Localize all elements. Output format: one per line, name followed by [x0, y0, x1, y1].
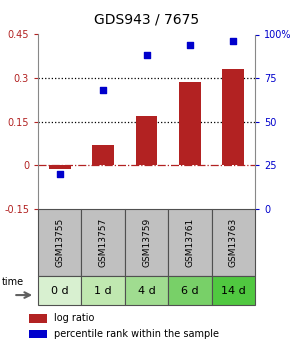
Text: percentile rank within the sample: percentile rank within the sample [54, 329, 219, 339]
Bar [212, 209, 255, 276]
Point [144, 53, 149, 58]
Bar [49, 165, 71, 169]
Bar [81, 276, 125, 305]
Bar [212, 276, 255, 305]
Bar [92, 145, 114, 165]
Point [188, 42, 192, 48]
Text: GSM13759: GSM13759 [142, 218, 151, 267]
Bar [125, 276, 168, 305]
Point [57, 171, 62, 177]
Text: GSM13761: GSM13761 [185, 218, 194, 267]
Bar [29, 330, 47, 338]
Text: 0 d: 0 d [51, 286, 69, 296]
Bar [81, 209, 125, 276]
Text: GSM13763: GSM13763 [229, 218, 238, 267]
Text: 1 d: 1 d [94, 286, 112, 296]
Text: log ratio: log ratio [54, 314, 95, 324]
Bar [179, 82, 201, 165]
Text: time: time [1, 277, 24, 287]
Bar [136, 116, 157, 165]
Bar [168, 276, 212, 305]
Point [231, 39, 236, 44]
Bar [29, 314, 47, 323]
Text: GSM13755: GSM13755 [55, 218, 64, 267]
Text: GSM13757: GSM13757 [99, 218, 108, 267]
Text: GDS943 / 7675: GDS943 / 7675 [94, 12, 199, 26]
Bar [222, 69, 244, 165]
Text: 6 d: 6 d [181, 286, 199, 296]
Point [101, 88, 105, 93]
Text: 14 d: 14 d [221, 286, 246, 296]
Bar [125, 209, 168, 276]
Bar [168, 209, 212, 276]
Bar [38, 209, 81, 276]
Text: 4 d: 4 d [138, 286, 155, 296]
Bar [38, 276, 81, 305]
